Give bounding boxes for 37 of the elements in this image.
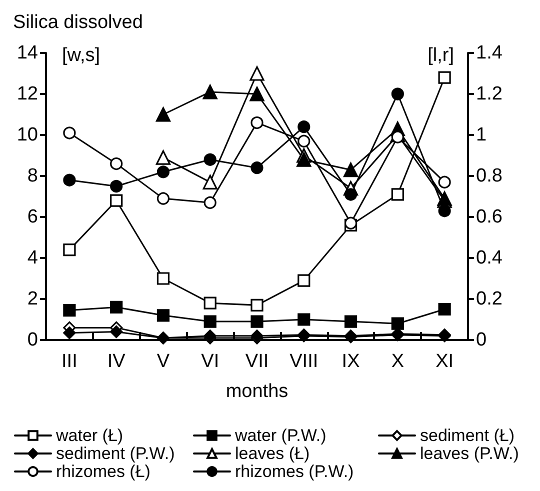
x-tick-label: V bbox=[156, 351, 170, 372]
x-tick-label: XI bbox=[436, 351, 454, 372]
y-axis-title: [w,s] bbox=[62, 45, 100, 66]
legend-label: water (P.W.) bbox=[234, 426, 326, 445]
x-tick-label: VII bbox=[245, 351, 269, 372]
y-tick-label: 0 bbox=[27, 330, 38, 350]
x-tick-label: III bbox=[62, 351, 78, 372]
legend-label: water (Ł) bbox=[55, 426, 124, 445]
y2-tick-label: 1 bbox=[476, 124, 487, 146]
legend-label: leaves (P.W.) bbox=[420, 444, 519, 463]
x-tick-label: IV bbox=[107, 351, 126, 372]
x-tick-label: VI bbox=[201, 351, 220, 372]
y-tick-label: 2 bbox=[27, 288, 38, 310]
legend-label: sediment (P.W.) bbox=[56, 444, 175, 463]
chart-title: Silica dissolved bbox=[13, 12, 143, 33]
y2-tick-label: 1.4 bbox=[476, 42, 503, 64]
y-tick-label: 10 bbox=[16, 124, 38, 146]
x-tick-label: X bbox=[391, 351, 404, 372]
y2-tick-label: 1.2 bbox=[476, 84, 502, 104]
x-tick-label: VIII bbox=[290, 351, 318, 372]
legend-label: leaves (Ł) bbox=[235, 444, 310, 463]
y2-tick-label: 0.4 bbox=[476, 248, 503, 268]
y2-tick-label: 0.2 bbox=[476, 288, 502, 310]
y-tick-label: 12 bbox=[16, 84, 38, 104]
y-tick-label: 8 bbox=[27, 166, 38, 186]
y-tick-label: 14 bbox=[16, 42, 38, 64]
y2-tick-label: 0.8 bbox=[476, 166, 502, 186]
y2-axis-title: [l,r] bbox=[428, 45, 454, 66]
x-axis-title: months bbox=[226, 381, 288, 402]
legend-label: sediment (Ł) bbox=[420, 426, 514, 445]
y-tick-label: 4 bbox=[27, 248, 38, 268]
y2-tick-label: 0.6 bbox=[476, 206, 502, 228]
legend-label: rhizomes (Ł) bbox=[56, 462, 150, 481]
y-tick-label: 6 bbox=[27, 206, 38, 228]
legend-label: rhizomes (P.W.) bbox=[235, 462, 354, 481]
x-tick-label: IX bbox=[342, 351, 360, 372]
y2-tick-label: 0 bbox=[476, 330, 487, 350]
